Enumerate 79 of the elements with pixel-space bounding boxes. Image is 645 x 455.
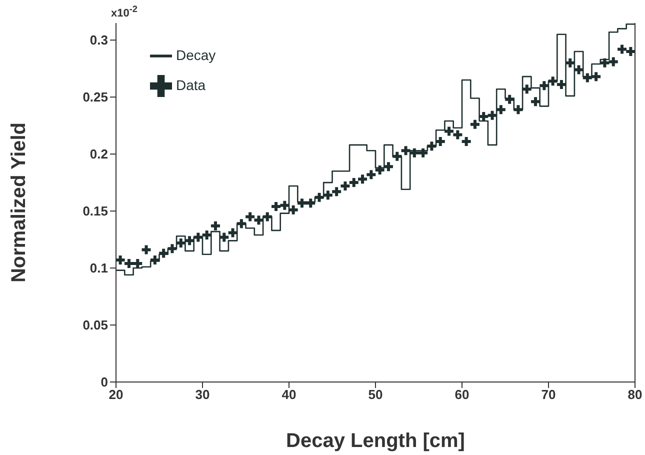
x-tick-label: 40 (282, 387, 296, 402)
point (470, 120, 480, 129)
point (297, 198, 306, 208)
point (384, 162, 393, 172)
point (574, 65, 584, 74)
point (254, 216, 264, 225)
point (124, 258, 134, 268)
y-tick-label: 0.05 (82, 318, 108, 333)
point (246, 212, 255, 222)
point (116, 256, 125, 265)
point (548, 76, 558, 86)
point (418, 148, 428, 158)
point (626, 46, 635, 56)
point (618, 44, 627, 54)
point (505, 94, 514, 104)
point (262, 212, 272, 222)
point (272, 202, 281, 211)
y-tick-label: 0.15 (82, 204, 108, 219)
point (514, 105, 523, 114)
y-axis-title: Normalized Yield (8, 122, 30, 283)
point (332, 187, 342, 196)
point (220, 232, 229, 242)
point (496, 105, 506, 114)
legend-label: Decay (176, 47, 216, 63)
point (194, 232, 203, 242)
y-tick-label: 0.3 (90, 32, 108, 48)
point (479, 112, 488, 121)
point (488, 110, 497, 120)
point (185, 236, 194, 246)
point (444, 126, 454, 136)
point (410, 148, 419, 158)
point (176, 238, 186, 248)
point (228, 228, 238, 238)
point (150, 256, 160, 265)
point (366, 170, 376, 180)
point (323, 190, 332, 200)
y-tick-label: 0 (100, 374, 108, 390)
point (133, 258, 142, 268)
point (142, 245, 151, 254)
point (436, 137, 445, 146)
point (531, 97, 540, 106)
point (453, 130, 462, 140)
point (280, 200, 290, 210)
point (566, 58, 575, 68)
x-tick-label: 50 (368, 387, 383, 402)
point (392, 152, 402, 161)
x-tick-label: 60 (454, 387, 470, 402)
legend-label: Data (176, 77, 206, 93)
point (462, 137, 471, 146)
x-axis-title: Decay Length [cm] (286, 430, 465, 452)
point (210, 221, 220, 230)
point (202, 230, 212, 240)
point (401, 146, 410, 156)
point (600, 58, 610, 68)
point (427, 142, 436, 151)
x-tick-label: 70 (541, 387, 556, 402)
point (592, 72, 601, 82)
point (288, 205, 298, 214)
point (540, 81, 549, 90)
point (314, 192, 324, 202)
y-tick-label: 0.2 (90, 146, 108, 162)
point (608, 57, 618, 66)
point (522, 84, 532, 94)
x-tick-label: 80 (628, 387, 642, 402)
point (306, 198, 316, 208)
point (556, 80, 566, 90)
x-tick-label: 20 (108, 387, 124, 402)
y-tick-label: 0.25 (82, 90, 108, 105)
x-tick-label: 30 (195, 387, 210, 402)
point (349, 178, 358, 188)
point (358, 174, 368, 184)
point (236, 219, 246, 228)
text: x10$^{-2}$ (111, 4, 138, 20)
point (159, 248, 168, 258)
point (168, 244, 177, 254)
point (375, 166, 384, 175)
y-tick-label: 0.1 (90, 260, 108, 276)
point (582, 73, 592, 82)
point (340, 181, 350, 190)
